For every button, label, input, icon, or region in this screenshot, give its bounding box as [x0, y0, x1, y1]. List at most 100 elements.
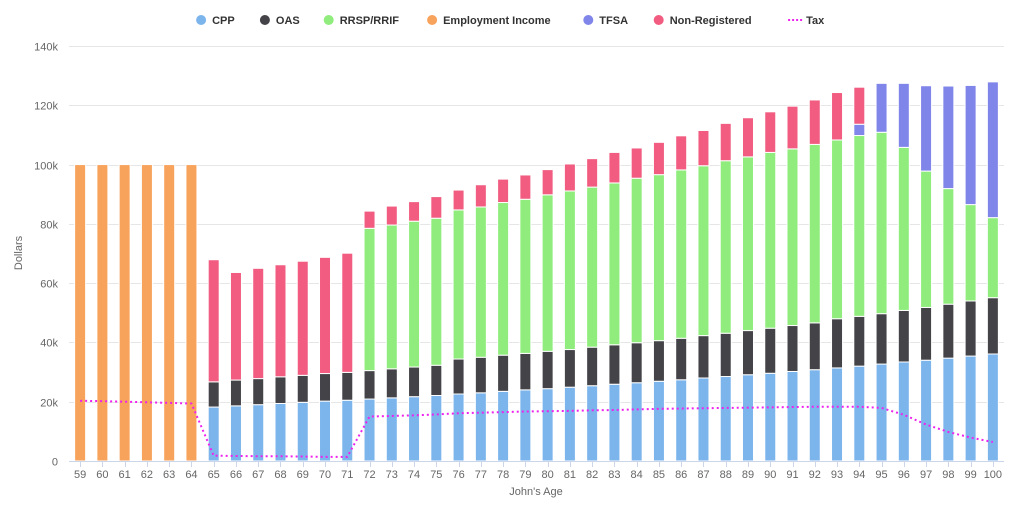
bar-segment	[630, 147, 643, 179]
legend-symbol	[653, 15, 664, 25]
bar-segment	[764, 372, 777, 462]
bar-segment	[586, 385, 599, 462]
bar-segment	[519, 174, 532, 200]
x-tick-label: 87	[697, 469, 709, 481]
bar-segment	[831, 318, 844, 369]
bar-segment	[741, 374, 754, 462]
bar-segment	[474, 392, 487, 462]
bar-segment	[875, 363, 888, 462]
y-tick-label: 20k	[40, 398, 58, 410]
x-tick-label: 88	[720, 469, 732, 481]
x-tick-label: 63	[163, 469, 175, 481]
bar-segment	[675, 337, 688, 381]
bar-segment	[652, 174, 665, 342]
legend-item: Employment Income	[427, 15, 551, 27]
bar-segment	[764, 151, 777, 329]
tax-line	[80, 399, 994, 458]
legend-item: Non-Registered	[653, 15, 752, 27]
bar-segment	[497, 354, 510, 392]
x-tick-label: 83	[608, 469, 620, 481]
bar-segment	[853, 123, 866, 137]
x-tick-label: 65	[208, 469, 220, 481]
x-tick-label: 62	[141, 469, 153, 481]
bar-segment	[541, 388, 554, 462]
bar-segment	[697, 377, 710, 462]
bar-segment	[986, 217, 999, 299]
bar-segment	[252, 267, 265, 380]
bar-segment	[897, 361, 910, 462]
x-tick-label: 75	[430, 469, 442, 481]
bar-segment	[964, 355, 977, 462]
y-tick-label: 60k	[40, 279, 58, 291]
bar-segment	[363, 370, 376, 400]
bar-segment	[897, 82, 910, 148]
bar-segment	[563, 190, 576, 351]
bar-segment	[541, 194, 554, 352]
y-tick-label: 140k	[34, 42, 58, 54]
y-tick-labels: 0 20k 40k 60k 80k 100k 120k 140k	[34, 42, 58, 469]
bar-segment	[808, 143, 821, 324]
bar-segment	[452, 189, 465, 211]
bar-segment	[452, 209, 465, 360]
bar-segment	[675, 135, 688, 171]
x-tick-label: 77	[475, 469, 487, 481]
x-tick-label: 85	[653, 469, 665, 481]
bar-segment	[831, 92, 844, 141]
legend-item: TFSA	[583, 15, 628, 27]
bar-segment	[697, 129, 710, 167]
bar-segment	[474, 206, 487, 358]
bar-segment	[563, 349, 576, 388]
legend-label: TFSA	[599, 15, 628, 27]
x-tick-label: 93	[831, 469, 843, 481]
x-tick-label: 60	[96, 469, 108, 481]
bar-segment	[452, 393, 465, 462]
bar-segment	[831, 139, 844, 320]
bar-segment	[296, 260, 309, 376]
bar-segment	[229, 271, 242, 381]
bar-segment	[163, 164, 176, 462]
x-tick-label: 69	[297, 469, 309, 481]
legend-item: Tax	[788, 15, 825, 27]
legend: CPP OAS RRSP/RRIF Employment Income TFSA Non-…	[196, 15, 825, 27]
bar-segment	[341, 399, 354, 462]
x-tick-label: 71	[341, 469, 353, 481]
bar-segment	[875, 313, 888, 365]
gridlines	[69, 46, 1004, 403]
legend-symbol	[583, 15, 594, 25]
bar-segment	[563, 386, 576, 462]
x-tick-label: 68	[274, 469, 286, 481]
bar-segment	[786, 105, 799, 150]
axes	[69, 461, 1004, 467]
bar-segment	[897, 309, 910, 363]
legend-symbol	[196, 15, 207, 25]
y-tick-label: 40k	[40, 338, 58, 350]
bar-segment	[96, 164, 109, 462]
bar-segment	[296, 374, 309, 403]
bar-segment	[586, 346, 599, 387]
y-tick-label: 0	[52, 457, 58, 469]
x-tick-label: 86	[675, 469, 687, 481]
x-tick-label: 78	[497, 469, 509, 481]
x-tick-label: 97	[920, 469, 932, 481]
x-tick-label: 99	[964, 469, 976, 481]
legend-label: RRSP/RRIF	[340, 15, 400, 27]
bar-segment	[808, 99, 821, 145]
bar-segment	[942, 357, 955, 462]
bar-segment	[408, 220, 421, 368]
legend-label: OAS	[276, 15, 300, 27]
x-tick-label: 91	[786, 469, 798, 481]
bar-segment	[608, 383, 621, 462]
legend-item: CPP	[196, 15, 235, 27]
bar-segment	[140, 164, 153, 462]
bar-segment	[853, 315, 866, 367]
bar-segment	[185, 164, 198, 462]
bars	[74, 81, 999, 462]
bar-segment	[630, 342, 643, 384]
bar-segment	[341, 371, 354, 401]
legend-label: Employment Income	[443, 15, 551, 27]
y-tick-label: 80k	[40, 220, 58, 232]
bar-segment	[986, 297, 999, 355]
bar-segment	[586, 186, 599, 348]
y-axis-title: Dollars	[13, 235, 25, 270]
bar-segment	[519, 389, 532, 462]
